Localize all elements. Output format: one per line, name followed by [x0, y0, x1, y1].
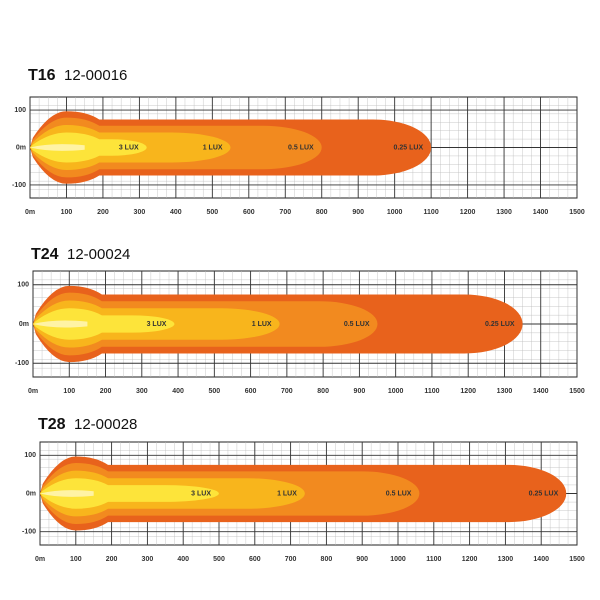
- y-tick-label: 100: [17, 282, 29, 289]
- beam-core: [40, 490, 94, 497]
- lux-label: 3 LUX: [147, 321, 167, 328]
- x-tick-label: 1500: [569, 388, 585, 395]
- x-tick-label: 0m: [25, 209, 35, 216]
- x-tick-label: 600: [243, 209, 255, 216]
- x-tick-label: 800: [321, 556, 333, 563]
- x-tick-label: 1500: [569, 556, 585, 563]
- x-tick-label: 1200: [460, 209, 476, 216]
- panel: T28 12-00028 0m 100 200 300 400 500 600 700 800 900…: [22, 416, 585, 563]
- x-tick-label: 600: [249, 556, 261, 563]
- beam-core: [33, 320, 88, 328]
- x-tick-label: 700: [285, 556, 297, 563]
- x-tick-label: 1400: [533, 388, 549, 395]
- x-tick-label: 300: [136, 388, 148, 395]
- lux-label: 3 LUX: [191, 490, 211, 497]
- x-tick-label: 100: [61, 209, 73, 216]
- beam-core: [30, 144, 85, 151]
- x-tick-label: 800: [316, 209, 328, 216]
- y-tick-label: -100: [15, 360, 29, 367]
- x-tick-label: 1200: [462, 556, 478, 563]
- panel-subtitle: 12-00028: [74, 416, 137, 433]
- x-tick-label: 1300: [497, 388, 513, 395]
- y-tick-label: 0m: [16, 144, 26, 151]
- x-tick-label: 600: [245, 388, 257, 395]
- lux-label: 0.5 LUX: [344, 321, 370, 328]
- x-tick-label: 1000: [388, 388, 404, 395]
- x-tick-label: 1400: [533, 209, 549, 216]
- x-tick-label: 1100: [424, 209, 439, 216]
- x-tick-label: 200: [97, 209, 109, 216]
- x-tick-label: 100: [70, 556, 82, 563]
- x-tick-label: 900: [354, 388, 366, 395]
- panel-title: T16: [28, 67, 56, 84]
- y-tick-label: 100: [24, 452, 36, 459]
- panel-title: T28: [38, 416, 66, 433]
- panel-title: T24: [31, 246, 59, 263]
- y-tick-label: 0m: [19, 321, 29, 328]
- x-tick-label: 500: [213, 556, 225, 563]
- x-tick-label: 1000: [387, 209, 403, 216]
- panel: T24 12-00024 0m 100 200 300 400 500 600 700 800 900…: [15, 246, 585, 395]
- panel-subtitle: 12-00016: [64, 67, 127, 84]
- y-tick-label: 100: [14, 107, 26, 114]
- x-tick-label: 1300: [498, 556, 514, 563]
- x-tick-label: 1200: [460, 388, 476, 395]
- x-tick-label: 0m: [35, 556, 45, 563]
- lux-label: 0.5 LUX: [288, 144, 314, 151]
- lux-label: 1 LUX: [277, 490, 297, 497]
- x-tick-label: 200: [106, 556, 118, 563]
- x-tick-label: 500: [208, 388, 220, 395]
- x-tick-label: 200: [100, 388, 112, 395]
- panel: T16 12-00016 0m 100 200 300 400 500 600 700 800 900…: [12, 67, 585, 216]
- isolux-contour: [30, 132, 147, 163]
- x-tick-label: 100: [63, 388, 75, 395]
- y-tick-label: 0m: [26, 490, 36, 497]
- isolux-contour: [40, 478, 219, 509]
- x-tick-label: 1500: [569, 209, 585, 216]
- lux-label: 0.5 LUX: [386, 490, 412, 497]
- lux-label: 3 LUX: [119, 144, 139, 151]
- x-tick-label: 400: [170, 209, 182, 216]
- x-tick-label: 900: [356, 556, 368, 563]
- lux-label: 1 LUX: [203, 144, 223, 151]
- lux-label: 1 LUX: [252, 321, 272, 328]
- x-tick-label: 1100: [424, 388, 439, 395]
- x-tick-label: 1300: [496, 209, 512, 216]
- x-tick-label: 300: [142, 556, 154, 563]
- x-tick-label: 1000: [390, 556, 406, 563]
- x-tick-label: 500: [206, 209, 218, 216]
- lux-label: 0.25 LUX: [485, 321, 515, 328]
- x-tick-label: 0m: [28, 388, 38, 395]
- x-tick-label: 400: [172, 388, 184, 395]
- x-tick-label: 1400: [533, 556, 549, 563]
- y-tick-label: -100: [22, 528, 36, 535]
- x-tick-label: 700: [281, 388, 293, 395]
- y-tick-label: -100: [12, 182, 26, 189]
- lux-label: 0.25 LUX: [529, 490, 559, 497]
- x-tick-label: 900: [352, 209, 364, 216]
- isolux-contour: [33, 308, 175, 340]
- x-tick-label: 300: [134, 209, 146, 216]
- lux-label: 0.25 LUX: [394, 144, 424, 151]
- x-tick-label: 400: [177, 556, 189, 563]
- x-tick-label: 1100: [426, 556, 441, 563]
- panel-subtitle: 12-00024: [67, 246, 130, 263]
- x-tick-label: 700: [279, 209, 291, 216]
- x-tick-label: 800: [317, 388, 329, 395]
